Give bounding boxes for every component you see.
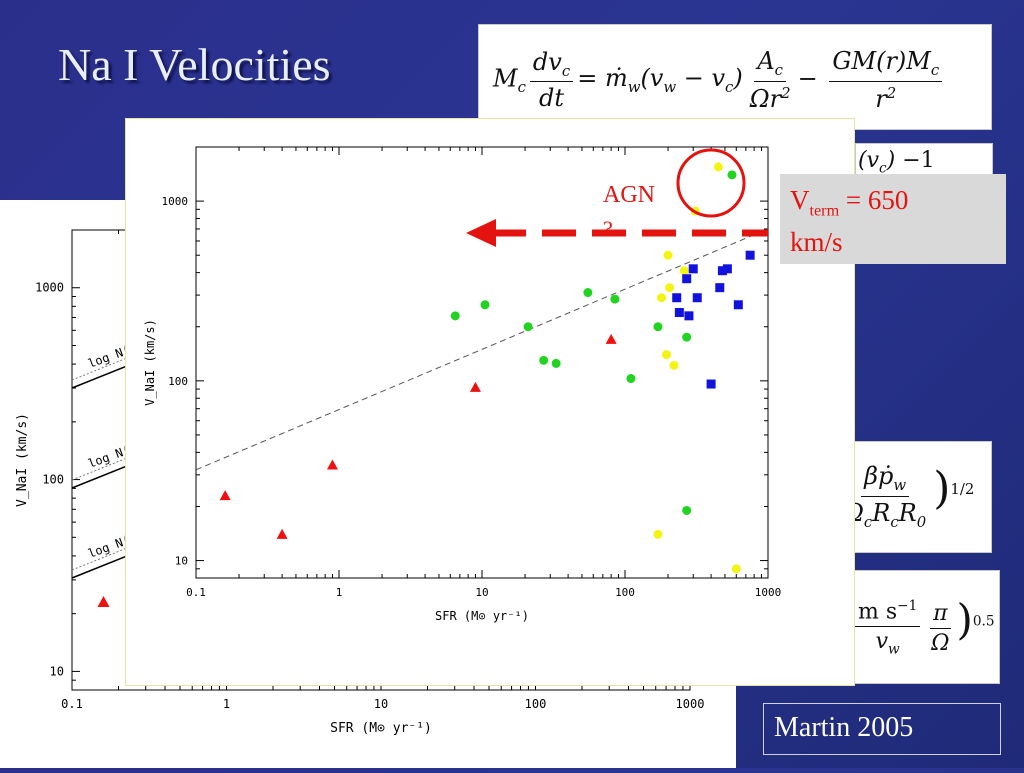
data-point-blue [672,293,682,303]
data-point-red [469,381,481,392]
data-point-green [682,332,692,342]
data-point-green [450,311,460,321]
equation-box-momentum: Mc dvc dt = ṁw(vw − vc) Ac Ωr2− GM(r)Mc r2 [478,24,992,130]
y-tick-label: 1000 [35,281,64,295]
y-axis-label: V_NaI (km/s) [15,413,30,507]
data-point-blue [692,293,702,303]
equation-fragment: (vc) −1 [858,148,935,177]
x-tick-label: 0.1 [61,697,83,711]
data-point-blue [674,308,684,318]
vterm-symbol: V [790,185,810,215]
plot-frame [195,146,769,579]
data-point-yellow [657,293,667,303]
model-curve-dotted [71,545,133,571]
data-point-green [551,358,561,368]
x-tick-label: 1 [223,697,230,711]
data-point-red [276,528,288,539]
x-axis-label: SFR (M⊙ yr⁻¹) [330,721,432,736]
data-point-red [326,459,338,470]
data-point-blue [682,274,692,284]
data-point-blue [722,264,732,274]
main-scatter-plot: 0.1 1 10 100 1000 10 100 1000 SFR (M⊙ yr⁻¹) V_NaI… [143,146,782,623]
data-point-green [626,374,636,384]
equation-box-third: βṗwΩcRcR0)1/2 [848,441,992,553]
data-point-yellow [679,266,689,276]
x-tick-label: 1 [336,586,343,599]
model-curve [71,363,133,389]
data-point-blue [684,311,694,321]
citation-box: Martin 2005 [763,703,1001,755]
equation-fragment-beta: βṗwΩcRcR0)1/2 [849,462,974,531]
data-point-yellow [713,162,723,172]
y-tick-label: 10 [175,555,188,568]
data-point-red [97,596,110,608]
data-point-yellow [661,350,671,360]
x-tick-label: 0.1 [186,586,206,599]
x-tick-label: 1000 [755,586,782,599]
trend-line [195,228,769,471]
data-point-blue [717,266,727,276]
x-tick-label: 1000 [676,697,705,711]
y-tick-label: 100 [42,473,64,487]
x-tick-label: 100 [525,697,547,711]
y-axis-label: V_NaI (km/s) [143,319,157,406]
data-point-red [605,333,617,344]
equation-box-fourth: m s−1 vw π Ω)0.5 [848,570,1000,684]
data-point-green [653,322,663,332]
vterm-unit: km/s [790,227,843,258]
data-point-yellow [663,250,673,260]
model-curve-dotted [71,355,133,381]
equation-fragment-velocity: m s−1 vw π Ω)0.5 [851,595,995,658]
x-tick-label: 100 [615,586,635,599]
data-point-blue [745,250,755,260]
data-point-blue [688,264,698,274]
vterm-label-box: Vterm = 650 km/s [780,174,1006,264]
y-tick-label: 10 [50,664,64,678]
data-point-green [610,294,620,304]
momentum-equation: Mc dvc dt = ṁw(vw − vc) Ac Ωr2− GM(r)Mc r2 [493,47,946,113]
data-point-yellow [669,360,679,370]
main-plot-panel: 0.1 1 10 100 1000 10 100 1000 SFR (M⊙ yr⁻¹) V_NaI… [125,118,855,686]
vterm-value: = 650 [839,185,909,215]
data-point-blue [733,300,743,310]
data-point-blue [715,283,725,293]
model-curve [71,553,133,579]
data-point-green [523,322,533,332]
data-point-blue [706,379,716,389]
data-point-green [539,355,549,365]
data-point-green [727,170,737,180]
slide-title: Na I Velocities [58,39,331,90]
vterm-subscript: term [809,201,840,220]
x-axis-label: SFR (M⊙ yr⁻¹) [435,609,529,623]
data-point-yellow [665,283,675,293]
model-curve [71,463,133,489]
y-tick-label: 100 [168,375,188,388]
model-curve-dotted [71,455,133,481]
data-point-yellow [653,529,663,539]
y-tick-label: 1000 [162,195,189,208]
data-point-red [219,490,231,501]
data-point-yellow [690,206,700,216]
data-point-green [583,288,593,298]
data-point-green [480,300,490,310]
x-tick-label: 10 [374,697,388,711]
data-point-green [682,505,692,515]
x-tick-label: 10 [475,586,488,599]
data-point-yellow [731,564,741,574]
